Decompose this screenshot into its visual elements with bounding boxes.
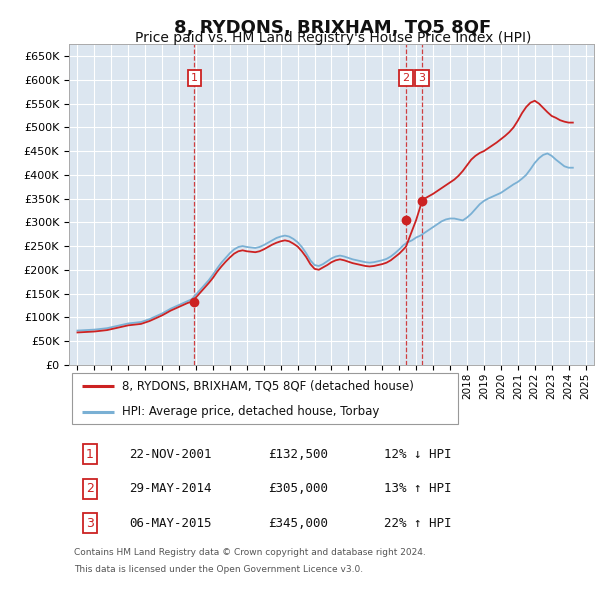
Text: 29-MAY-2014: 29-MAY-2014 [130, 482, 212, 495]
Text: 13% ↑ HPI: 13% ↑ HPI [384, 482, 452, 495]
Text: 1: 1 [86, 448, 94, 461]
Text: HPI: Average price, detached house, Torbay: HPI: Average price, detached house, Torb… [121, 405, 379, 418]
Text: 2: 2 [86, 482, 94, 495]
Text: 8, RYDONS, BRIXHAM, TQ5 8QF: 8, RYDONS, BRIXHAM, TQ5 8QF [175, 19, 491, 37]
FancyBboxPatch shape [71, 373, 458, 424]
Text: 06-MAY-2015: 06-MAY-2015 [130, 517, 212, 530]
Text: 8, RYDONS, BRIXHAM, TQ5 8QF (detached house): 8, RYDONS, BRIXHAM, TQ5 8QF (detached ho… [121, 379, 413, 393]
Text: Price paid vs. HM Land Registry's House Price Index (HPI): Price paid vs. HM Land Registry's House … [135, 31, 531, 45]
Text: 22% ↑ HPI: 22% ↑ HPI [384, 517, 452, 530]
Text: £132,500: £132,500 [269, 448, 329, 461]
Text: 2: 2 [403, 73, 410, 83]
Text: This data is licensed under the Open Government Licence v3.0.: This data is licensed under the Open Gov… [74, 565, 364, 573]
Text: 1: 1 [191, 73, 198, 83]
Text: 3: 3 [86, 517, 94, 530]
Text: Contains HM Land Registry data © Crown copyright and database right 2024.: Contains HM Land Registry data © Crown c… [74, 548, 426, 557]
Text: 3: 3 [419, 73, 425, 83]
Text: £345,000: £345,000 [269, 517, 329, 530]
Text: £305,000: £305,000 [269, 482, 329, 495]
Text: 22-NOV-2001: 22-NOV-2001 [130, 448, 212, 461]
Text: 12% ↓ HPI: 12% ↓ HPI [384, 448, 452, 461]
